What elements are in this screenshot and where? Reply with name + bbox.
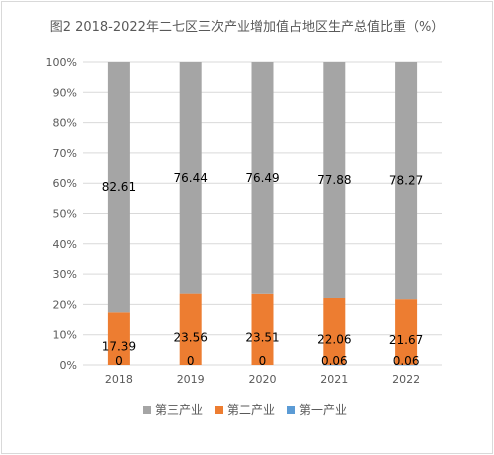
- data-label: 23.56: [174, 330, 208, 344]
- x-tick-label: 2019: [177, 373, 205, 386]
- y-tick-label: 20%: [53, 298, 77, 311]
- y-tick-label: 60%: [53, 177, 77, 190]
- bar-segment: [179, 293, 202, 365]
- data-label: 0: [259, 354, 267, 368]
- bar-segment: [107, 312, 130, 365]
- bar-segment: [395, 62, 418, 300]
- y-axis-tick-labels: 0% 10% 20% 30% 40% 50% 60% 70% 80% 90% 100%: [46, 56, 77, 372]
- bar-segment: [323, 364, 346, 366]
- chart-title: 图2 2018-2022年二七区三次产业增加值占地区生产总值比重（%）: [49, 20, 445, 35]
- x-tick-label: 2022: [392, 373, 420, 386]
- y-tick-label: 50%: [53, 208, 77, 221]
- legend-label: 第一产业: [299, 403, 347, 417]
- data-label: 0: [187, 354, 195, 368]
- bar-segment: [179, 62, 202, 294]
- data-label: 21.67: [389, 333, 423, 347]
- x-axis-tick-labels: 2018 2019 2020 2021 2022: [105, 373, 420, 386]
- bar-segment: [251, 62, 274, 294]
- bar-segment: [107, 62, 130, 313]
- data-label: 22.06: [317, 332, 351, 346]
- legend: 第三产业 第二产业 第一产业: [143, 403, 347, 417]
- data-label: 23.51: [245, 330, 279, 344]
- x-tick-label: 2020: [249, 373, 277, 386]
- legend-swatch: [287, 406, 295, 414]
- y-tick-label: 90%: [53, 86, 77, 99]
- data-label: 82.61: [102, 180, 136, 194]
- bar-segment: [323, 62, 346, 298]
- data-label: 77.88: [317, 173, 351, 187]
- x-tick-label: 2021: [320, 373, 348, 386]
- data-label: 0.06: [321, 354, 348, 368]
- data-label: 76.49: [245, 171, 279, 185]
- y-tick-label: 80%: [53, 117, 77, 130]
- bar-segment: [395, 299, 418, 365]
- bar-segment: [323, 297, 346, 365]
- x-tick-label: 2018: [105, 373, 133, 386]
- y-tick-label: 40%: [53, 238, 77, 251]
- data-label: 17.39: [102, 340, 136, 354]
- y-tick-label: 70%: [53, 147, 77, 160]
- data-label: 0.06: [393, 354, 420, 368]
- legend-label: 第二产业: [227, 403, 275, 417]
- legend-swatch: [215, 406, 223, 414]
- data-label: 78.27: [389, 174, 423, 188]
- y-tick-label: 0%: [60, 359, 77, 372]
- bars: [107, 62, 418, 366]
- legend-label: 第三产业: [155, 403, 203, 417]
- bar-segment: [395, 364, 418, 366]
- data-label: 76.44: [174, 171, 208, 185]
- data-label: 0: [115, 354, 123, 368]
- y-tick-label: 100%: [46, 56, 77, 69]
- y-tick-label: 30%: [53, 268, 77, 281]
- legend-swatch: [143, 406, 151, 414]
- bar-segment: [251, 293, 274, 365]
- y-tick-label: 10%: [53, 329, 77, 342]
- data-labels: 017.3982.61023.5676.44023.5176.490.0622.…: [102, 171, 424, 368]
